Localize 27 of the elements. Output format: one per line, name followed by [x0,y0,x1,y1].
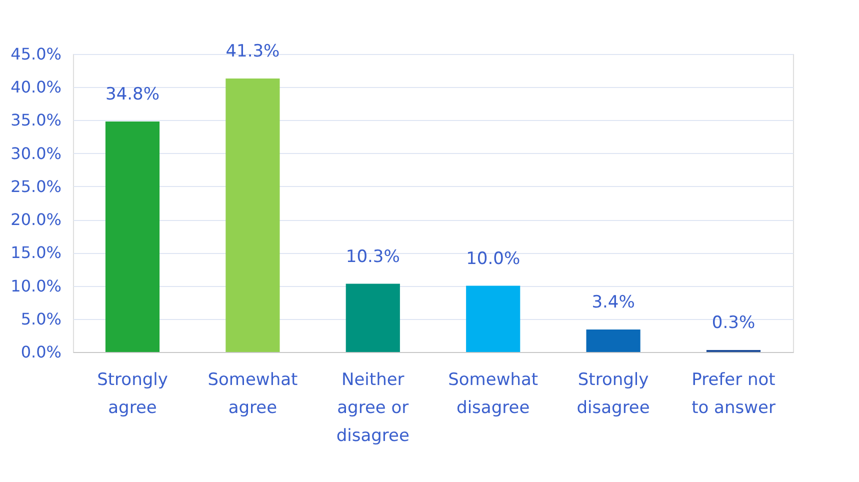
y-tick-label: 15.0% [10,243,62,262]
data-label: 0.3% [712,313,756,334]
bar [586,329,640,352]
x-tick-label: Somewhat disagree [448,370,538,418]
x-tick-label: Strongly disagree [576,370,650,418]
y-tick-label: 30.0% [10,144,62,163]
bar [346,284,400,352]
y-tick-label: 5.0% [20,309,62,328]
y-tick-label: 40.0% [10,78,62,97]
y-tick-label: 45.0% [10,44,62,64]
data-label: 3.4% [592,292,635,312]
data-label: 41.3% [226,42,280,62]
y-tick-label: 25.0% [10,176,62,196]
y-tick-label: 20.0% [10,210,62,230]
x-tick-label: Prefer not to answer [692,370,776,418]
x-tick-label: Somewhat agree [208,370,298,418]
data-label: 34.8% [105,84,160,105]
x-tick-label: Neither agree or disagree [336,370,410,446]
y-tick-label: 0.0% [20,342,62,362]
y-tick-label: 10.0% [10,276,62,296]
x-tick-label: Strongly agree [97,370,168,418]
bar [466,286,520,352]
bar [226,78,280,352]
data-label: 10.0% [466,248,520,269]
data-label: 10.3% [346,246,400,267]
bar [105,122,160,352]
y-tick-label: 35.0% [10,110,62,130]
